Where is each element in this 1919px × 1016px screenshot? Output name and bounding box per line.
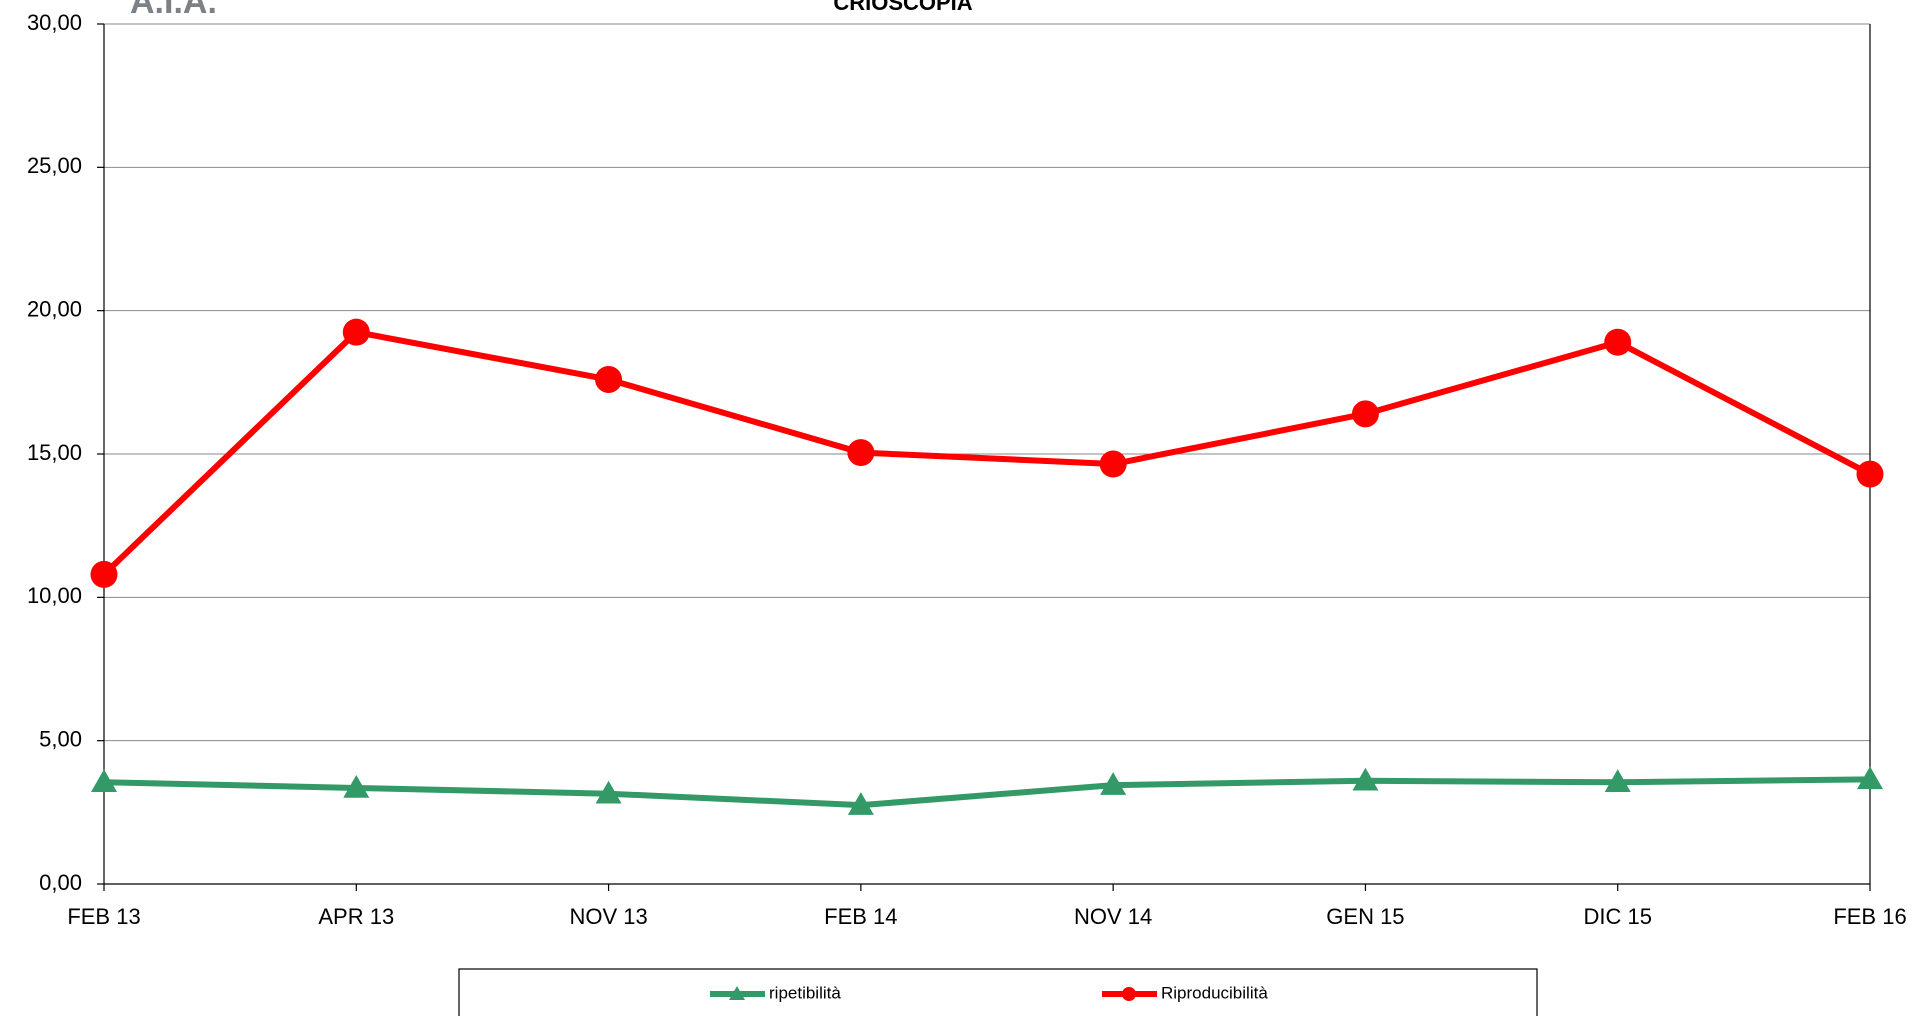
x-tick-label: FEB 13: [67, 904, 140, 929]
y-tick-label: 15,00: [27, 440, 82, 465]
y-tick-label: 0,00: [39, 870, 82, 895]
point: [343, 774, 370, 798]
point: [847, 439, 875, 467]
series-line: [101, 329, 1872, 577]
point: [342, 318, 370, 346]
legend-label: Riproducibilità: [1161, 983, 1268, 1002]
y-tick-label: 20,00: [27, 296, 82, 321]
x-tick-label: GEN 15: [1326, 904, 1404, 929]
point: [91, 769, 117, 792]
point: [1099, 450, 1127, 478]
point: [1604, 328, 1632, 356]
logo: A.I.A.: [130, 0, 217, 21]
x-tick-label: FEB 16: [1833, 904, 1906, 929]
y-tick-label: 10,00: [27, 583, 82, 608]
point: [1857, 766, 1883, 790]
x-tick-label: APR 13: [318, 904, 394, 929]
x-tick-label: NOV 14: [1074, 904, 1152, 929]
legend-label: ripetibilità: [769, 983, 841, 1002]
legend-marker: [1122, 987, 1136, 1001]
point: [1856, 460, 1884, 488]
point: [595, 365, 623, 393]
point: [1352, 767, 1379, 791]
legend-marker: [729, 986, 745, 1000]
point: [1351, 400, 1379, 428]
point: [90, 560, 118, 588]
y-tick-label: 30,00: [27, 10, 82, 35]
chart-title: CRIOSCOPIA: [833, 0, 972, 15]
x-tick-label: DIC 15: [1583, 904, 1651, 929]
series-line: [103, 776, 1871, 809]
point: [1100, 772, 1127, 795]
x-tick-label: NOV 13: [569, 904, 647, 929]
x-tick-label: FEB 14: [824, 904, 897, 929]
point: [595, 780, 622, 804]
legend-box: [458, 968, 1538, 1016]
point: [1604, 769, 1631, 792]
y-tick-label: 25,00: [27, 153, 82, 178]
point: [847, 792, 874, 815]
y-tick-label: 5,00: [39, 726, 82, 751]
